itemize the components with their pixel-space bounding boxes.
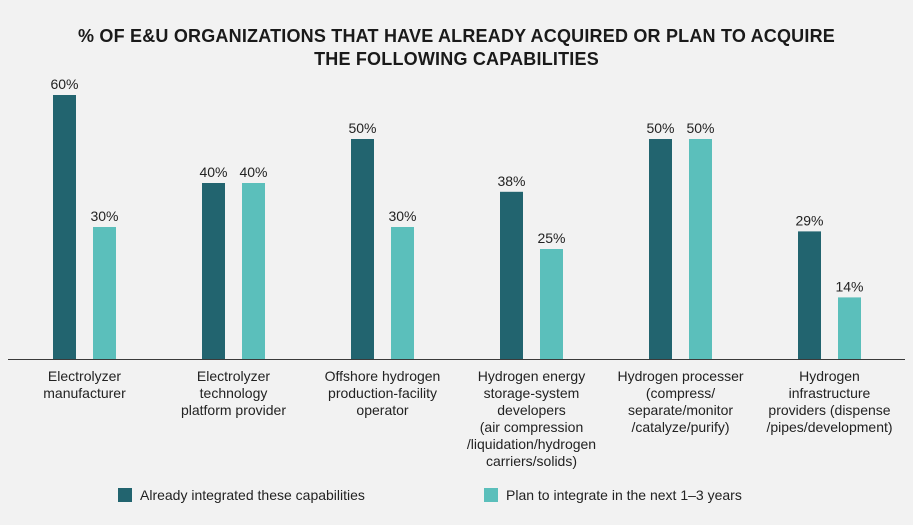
bar-plan-to-integrate-5: [838, 297, 861, 359]
bar-already-integrated-0: [53, 95, 76, 359]
category-label-2-line-1: production-facility: [328, 385, 437, 401]
legend-swatch-plan-to-integrate: [484, 488, 498, 502]
bar-already-integrated-4: [649, 139, 672, 359]
category-label-4: Hydrogen processer (compress/separate/mon…: [601, 368, 761, 436]
bar-plan-to-integrate-1: [242, 183, 265, 359]
category-label-5-line-2: providers (dispense: [768, 402, 891, 418]
data-label-already-integrated-2: 50%: [348, 120, 376, 136]
category-label-1-line-1: technology: [199, 385, 268, 401]
category-label-4-line-2: separate/monitor: [627, 402, 734, 418]
chart-title-line-1: % OF E&U ORGANIZATIONS THAT HAVE ALREADY…: [78, 26, 835, 46]
bar-already-integrated-2: [351, 139, 374, 359]
data-label-plan-to-integrate-0: 30%: [90, 208, 118, 224]
category-label-0-line-1: manufacturer: [43, 385, 126, 401]
category-label-3-line-0: Hydrogen energy: [477, 368, 586, 384]
category-label-1: Electrolyzer technology platform provider: [154, 368, 314, 419]
category-label-5: Hydrogen infrastructure providers (dispens…: [750, 368, 910, 436]
bar-plan-to-integrate-2: [391, 227, 414, 359]
category-label-3: Hydrogen energy storage-system developers(…: [452, 368, 612, 470]
data-label-already-integrated-0: 60%: [50, 76, 78, 92]
data-label-already-integrated-1: 40%: [199, 164, 227, 180]
category-label-4-line-3: /catalyze/purify): [631, 419, 730, 435]
category-label-1-line-0: Electrolyzer: [196, 368, 271, 384]
category-label-5-line-3: /pipes/development): [766, 419, 893, 435]
data-label-plan-to-integrate-4: 50%: [686, 120, 714, 136]
chart-title-line-2: THE FOLLOWING CAPABILITIES: [314, 49, 599, 69]
category-label-3-line-5: carriers/solids): [485, 453, 577, 469]
legend-item-plan-to-integrate: Plan to integrate in the next 1–3 years: [484, 486, 742, 504]
category-label-2: Offshore hydrogen production-facility oper…: [303, 368, 463, 419]
legend-label-plan-to-integrate: Plan to integrate in the next 1–3 years: [506, 487, 742, 503]
category-label-4-line-0: Hydrogen processer: [617, 368, 744, 384]
data-label-plan-to-integrate-5: 14%: [835, 278, 863, 294]
legend-label-already-integrated: Already integrated these capabilities: [140, 487, 365, 503]
bar-plan-to-integrate-3: [540, 249, 563, 359]
category-label-3-line-3: (air compression: [479, 419, 584, 435]
data-label-plan-to-integrate-1: 40%: [239, 164, 267, 180]
category-label-2-line-2: operator: [356, 402, 409, 418]
data-label-plan-to-integrate-2: 30%: [388, 208, 416, 224]
category-label-5-line-1: infrastructure: [788, 385, 871, 401]
chart-title: % OF E&U ORGANIZATIONS THAT HAVE ALREADY…: [0, 25, 913, 71]
bar-already-integrated-3: [500, 191, 523, 359]
bar-plan-to-integrate-4: [689, 139, 712, 359]
category-label-0-line-0: Electrolyzer: [47, 368, 122, 384]
category-label-0: Electrolyzer manufacturer: [5, 368, 165, 402]
bar-already-integrated-1: [202, 183, 225, 359]
bar-plan-to-integrate-0: [93, 227, 116, 359]
legend-swatch-already-integrated: [118, 488, 132, 502]
legend-item-already-integrated: Already integrated these capabilities: [118, 486, 365, 504]
data-label-already-integrated-3: 38%: [497, 173, 525, 189]
data-label-already-integrated-5: 29%: [795, 212, 823, 228]
category-label-4-line-1: (compress/: [645, 385, 716, 401]
data-label-already-integrated-4: 50%: [646, 120, 674, 136]
category-label-3-line-2: developers: [497, 402, 566, 418]
data-label-plan-to-integrate-3: 25%: [537, 230, 565, 246]
category-label-2-line-0: Offshore hydrogen: [324, 368, 441, 384]
bar-already-integrated-5: [798, 231, 821, 359]
category-label-5-line-0: Hydrogen: [799, 368, 860, 384]
category-label-1-line-2: platform provider: [180, 402, 287, 418]
category-label-3-line-4: /liquidation/hydrogen: [466, 436, 597, 452]
category-label-3-line-1: storage-system: [483, 385, 580, 401]
